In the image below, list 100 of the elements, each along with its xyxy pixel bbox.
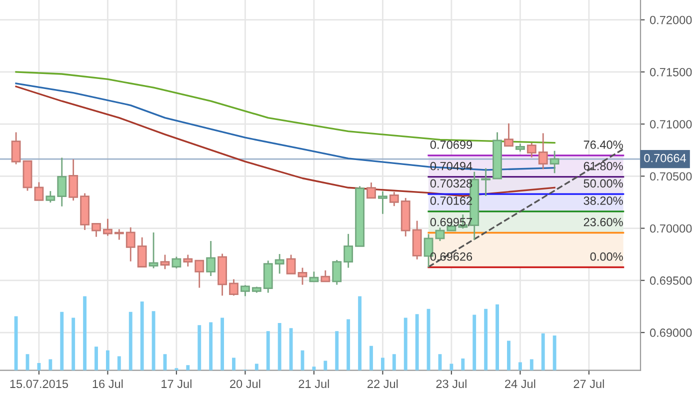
bar — [530, 359, 534, 370]
candlestick — [389, 191, 399, 207]
bar — [83, 296, 87, 370]
candlestick — [320, 270, 330, 282]
candlestick — [550, 150, 560, 174]
bar — [346, 319, 350, 370]
bar — [152, 311, 156, 370]
bar — [186, 365, 190, 370]
y-tick-label: 0.69500 — [650, 276, 692, 285]
bar — [484, 308, 488, 370]
bar — [128, 312, 132, 370]
y-tick-label: 0.71000 — [650, 120, 692, 128]
candlestick — [160, 254, 170, 270]
annotation: 0.00% — [590, 252, 623, 261]
x-tick-label: 16 Jul — [92, 379, 123, 388]
candlestick — [378, 190, 388, 215]
candlestick — [103, 218, 112, 236]
bar — [392, 354, 396, 370]
candlestick — [34, 182, 44, 201]
candlestick — [206, 240, 216, 277]
candlestick — [172, 256, 182, 270]
bar — [117, 356, 121, 370]
candlestick — [11, 132, 21, 165]
bar — [37, 362, 41, 370]
x-tick-label: 15.07.2015 — [10, 380, 68, 388]
candlestick — [366, 182, 376, 199]
candlestick — [57, 157, 67, 208]
y-tick-label: 0.72000 — [650, 16, 692, 24]
bar — [209, 322, 213, 370]
bar — [415, 314, 419, 370]
bar — [48, 359, 52, 370]
candlestick — [504, 122, 514, 147]
annotation: 76.40% — [584, 140, 623, 149]
candlestick — [148, 232, 158, 269]
data-label: 0.69626 — [430, 252, 472, 261]
data-label: 0.70699 — [430, 140, 472, 149]
bar — [450, 364, 454, 370]
annotation: 61.80% — [584, 162, 623, 170]
bar — [507, 340, 510, 370]
bar — [358, 296, 362, 370]
bar — [552, 336, 556, 370]
candlestick — [46, 190, 56, 204]
candlestick — [229, 278, 238, 296]
candlestick — [137, 236, 147, 268]
y-tick-label: 0.71500 — [650, 68, 692, 76]
annotation: 23.60% — [584, 218, 623, 226]
candlestick — [538, 132, 548, 170]
bar — [324, 360, 328, 370]
x-tick-label: 22 Jul — [368, 379, 398, 388]
bar — [541, 333, 545, 370]
candlestick — [126, 226, 136, 262]
bar — [278, 322, 282, 370]
x-tick-label: 23 Jul — [436, 379, 466, 388]
bar — [72, 318, 76, 370]
candlestick — [68, 158, 78, 202]
candlestick — [298, 267, 308, 286]
candlestick — [435, 226, 445, 242]
y-tick-label: 0.70000 — [650, 224, 692, 233]
bar — [496, 304, 499, 370]
bar — [518, 362, 522, 370]
x-tick-label: 21 Jul — [298, 379, 329, 388]
bar — [106, 350, 110, 370]
bar — [404, 318, 408, 370]
candlestick — [344, 233, 354, 268]
bar — [472, 314, 476, 370]
y-tick-label: 0.69000 — [650, 328, 692, 337]
bar — [266, 331, 270, 370]
annotation: 38.20% — [584, 196, 623, 205]
candlestick — [309, 270, 319, 282]
ref-line-label: 0.70664 — [644, 154, 686, 162]
bar — [461, 358, 465, 370]
bar — [60, 312, 64, 370]
candlestick — [92, 223, 101, 238]
line-series — [15, 82, 556, 171]
y-tick-label: 0.70500 — [650, 172, 692, 181]
candlestick — [183, 254, 193, 268]
bar — [94, 346, 98, 370]
x-tick-label: 27 Jul — [574, 379, 604, 388]
annotation: 50.00% — [584, 179, 623, 188]
candlestick — [274, 253, 284, 274]
candlestick — [114, 228, 124, 240]
candlestick — [240, 284, 250, 297]
candlestick — [194, 260, 204, 288]
x-tick-label: 17 Jul — [162, 379, 192, 388]
candlestick — [332, 259, 342, 286]
bar — [335, 331, 339, 370]
bar — [140, 301, 144, 370]
bar — [14, 316, 18, 370]
candlestick — [526, 142, 536, 158]
bar — [312, 366, 316, 370]
bar — [370, 346, 373, 370]
bar — [380, 358, 384, 370]
line-series — [15, 86, 556, 197]
x-tick-label: 24 Jul — [505, 379, 536, 388]
bar — [220, 318, 224, 370]
bar — [289, 328, 293, 370]
candlestick — [286, 254, 296, 274]
candlestick — [481, 168, 491, 197]
bar — [198, 325, 202, 370]
bar — [232, 358, 236, 370]
